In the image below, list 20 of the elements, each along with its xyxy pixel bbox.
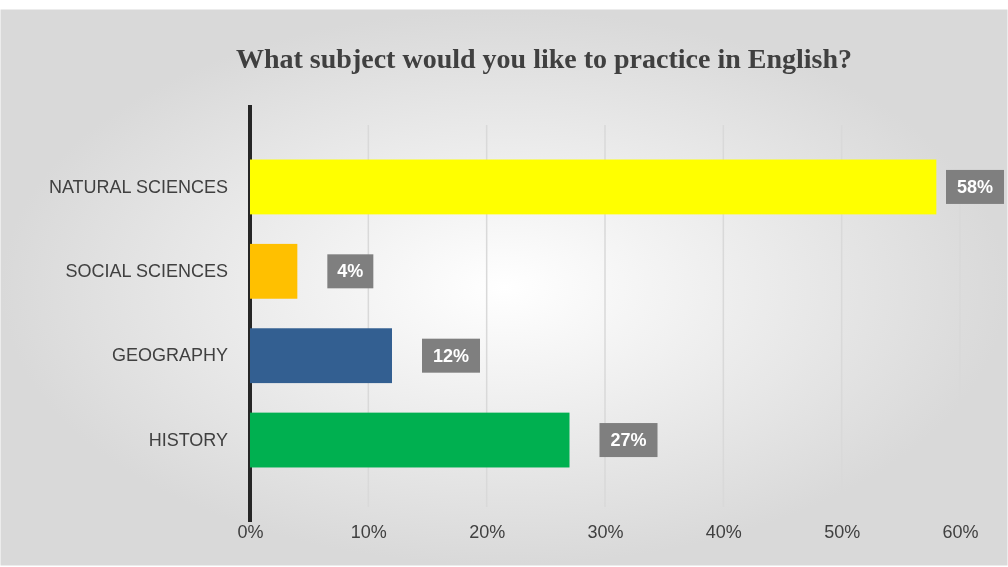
data-label: 4% [337,261,364,282]
x-tick-label: 40% [705,521,742,542]
x-tick-label: 60% [942,521,979,542]
y-tick-label: GEOGRAPHY [111,345,228,366]
bar [250,412,570,468]
x-tick-label: 10% [350,521,387,542]
x-tick-label: 30% [587,521,624,542]
bar [250,243,298,299]
x-tick-label: 50% [824,521,861,542]
x-tick-label: 0% [237,521,264,542]
chart-title: What subject would you like to practice in English? [235,43,853,74]
x-tick-label: 20% [469,521,506,542]
bar [250,328,392,384]
data-label: 12% [432,345,470,366]
data-label: 58% [956,176,994,197]
data-label: 27% [610,430,647,451]
y-tick-label: NATURAL SCIENCES [48,176,228,197]
y-tick-label: SOCIAL SCIENCES [65,261,228,282]
y-tick-label: HISTORY [148,429,228,450]
bar [250,159,937,215]
